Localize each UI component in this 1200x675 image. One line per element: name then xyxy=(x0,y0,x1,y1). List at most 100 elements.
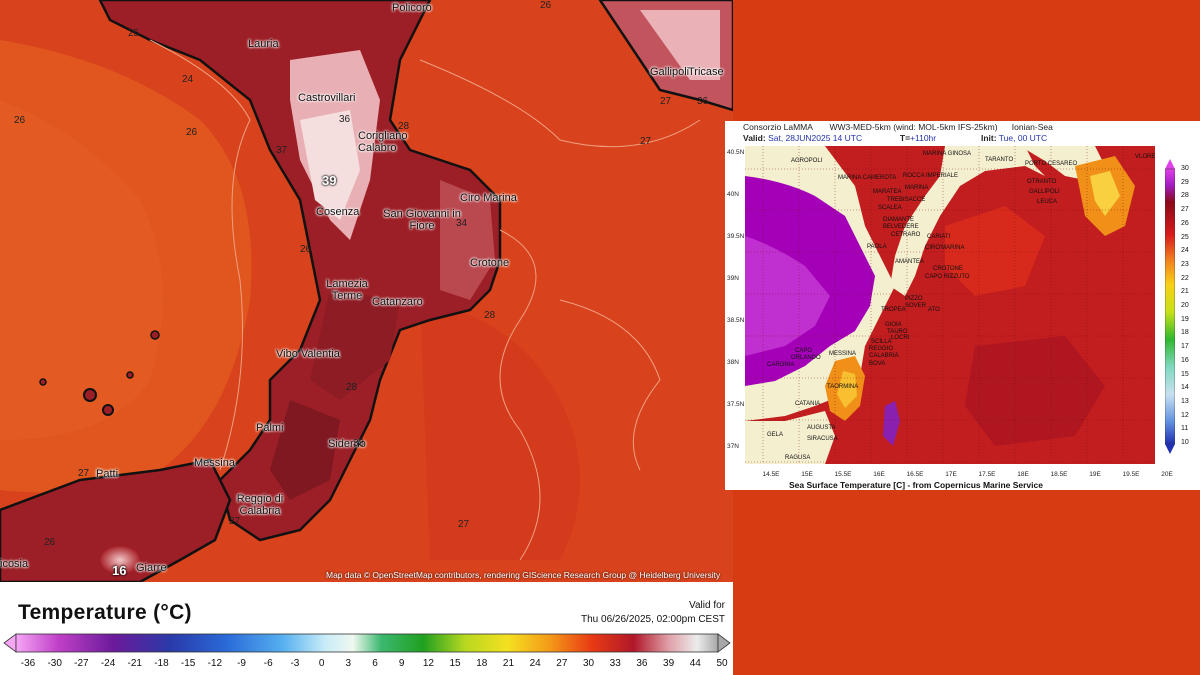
isoline-label: 34 xyxy=(456,218,468,229)
latitude-label: 39.5N xyxy=(727,233,745,240)
colorbar-tick: 39 xyxy=(663,658,675,669)
place-label: PAOLA xyxy=(867,244,887,250)
max-temp-label: 39 xyxy=(322,173,337,188)
colorbar-tick: -18 xyxy=(154,658,169,669)
place-label: CETRARO xyxy=(891,232,921,238)
sst-colorbar-label: 20 xyxy=(1181,302,1189,309)
isoline-label: 26 xyxy=(44,537,56,548)
longitude-label: 18E xyxy=(1017,471,1029,478)
city-label: Tricase xyxy=(688,66,724,78)
place-label: AGROPOLI xyxy=(791,158,823,164)
sst-colorbar-label: 11 xyxy=(1181,425,1189,433)
sst-colorbar-label: 25 xyxy=(1181,233,1189,241)
city-label: Giarre xyxy=(136,562,167,574)
longitude-label: 18.5E xyxy=(1050,471,1068,478)
legend-title: Temperature (°C) xyxy=(18,601,192,624)
colorbar-tick: -3 xyxy=(290,658,300,669)
city-label: Corigliano Calabro xyxy=(358,130,408,154)
sst-colorbar-label: 17 xyxy=(1181,343,1189,351)
city-label: San Giovanni in Fiore xyxy=(383,208,461,232)
place-label: OTRANTO xyxy=(1027,179,1057,185)
colorbar-tick: -24 xyxy=(100,658,116,669)
place-label: DIAMANTE xyxy=(883,217,915,223)
place-label: REGGIO xyxy=(869,346,894,352)
sst-colorbar-label: 16 xyxy=(1181,356,1189,364)
colorbar-tick: 9 xyxy=(398,658,405,669)
valid-value: Sat, 28JUN2025 14 UTC xyxy=(768,133,863,143)
colorbar-tick: 36 xyxy=(636,658,648,669)
valid-for-label: Valid for xyxy=(689,600,725,611)
latitude-label: 37N xyxy=(727,443,739,450)
isoline-label: 28 xyxy=(484,310,496,321)
isoline-label: 36 xyxy=(339,114,351,125)
inset-model: WW3-MED-5km (wind: MOL-5km IFS-25km) xyxy=(829,122,998,132)
colorbar-tick: 27 xyxy=(556,658,568,669)
place-label: CALABRIA xyxy=(869,353,899,359)
place-label: CARIATI xyxy=(927,234,951,240)
place-label: MARATEA xyxy=(873,189,902,195)
place-label: PORTO CESAREO xyxy=(1025,161,1078,167)
isoline-label: 27 xyxy=(229,516,241,527)
place-label: ATO xyxy=(928,307,940,313)
place-label: LOCRI xyxy=(891,335,910,341)
isoline-label: 27 xyxy=(78,468,90,479)
longitude-label: 14.5E xyxy=(762,471,780,478)
place-label: TROPEA xyxy=(881,307,906,313)
place-label: AUGUSTA xyxy=(807,425,836,431)
temperature-map[interactable]: Policoro Gallipoli Lauria Tricase Castro… xyxy=(0,0,733,582)
city-label: Ciro Marina xyxy=(460,192,517,204)
isoline-label: 38 xyxy=(353,438,365,449)
place-label: MARINA CAMEROTA xyxy=(838,175,897,181)
sst-colorbar-label: 13 xyxy=(1181,397,1189,405)
colorbar-tick: -21 xyxy=(127,658,142,669)
colorbar-tick: -27 xyxy=(74,658,89,669)
place-label: SIRACUSA xyxy=(807,436,838,442)
colorbar-tick: 21 xyxy=(502,658,515,669)
isoline-label: 27 xyxy=(458,519,470,530)
city-label: Lauria xyxy=(248,38,279,50)
isoline-label: 28 xyxy=(346,382,358,393)
place-label: LEUCA xyxy=(1037,199,1058,205)
latitude-label: 37.5N xyxy=(727,401,745,408)
colorbar-tick: 3 xyxy=(345,658,352,669)
isoline-label: 26 xyxy=(14,115,26,126)
city-label: Crotone xyxy=(470,257,510,269)
longitude-label: 16.5E xyxy=(906,471,924,478)
map-canvas xyxy=(0,0,733,582)
place-label: AMANTEA xyxy=(895,259,925,265)
longitude-label: 20E xyxy=(1161,471,1173,478)
longitude-label: 15E xyxy=(801,471,813,478)
colorbar-tick: 18 xyxy=(476,658,488,669)
city-label: Vibo Valentia xyxy=(276,348,340,360)
sst-colorbar-label: 27 xyxy=(1181,206,1189,214)
latitude-label: 40.5N xyxy=(727,149,745,156)
city-label: Reggio di Calabria xyxy=(236,493,284,517)
city-label: Gallipoli xyxy=(650,66,690,78)
place-label: TREBISACCE xyxy=(887,197,926,203)
colorbar-tick: 15 xyxy=(449,658,461,669)
city-label: Lamezia Terme xyxy=(326,278,368,302)
sst-inset[interactable]: Consorzio LaMMA WW3-MED-5km (wind: MOL-5… xyxy=(725,121,1200,490)
inset-provider: Consorzio LaMMA xyxy=(743,122,813,132)
colorbar-tick: 6 xyxy=(372,658,378,669)
longitude-label: 19.5E xyxy=(1122,471,1140,478)
sst-colorbar-label: 14 xyxy=(1181,384,1189,392)
city-label: Catanzaro xyxy=(372,296,423,308)
sst-colorbar-label: 19 xyxy=(1181,315,1189,323)
city-label: Policoro xyxy=(392,2,432,14)
city-label: icosia xyxy=(0,558,29,570)
place-label: MARINA GINOSA xyxy=(923,151,972,157)
place-label: VLORE xyxy=(1135,154,1156,160)
place-label: CROTONE xyxy=(933,266,963,272)
init-label: Init: xyxy=(981,133,997,143)
place-label: TARANTO xyxy=(985,157,1014,163)
place-label: PIZZO xyxy=(905,296,923,302)
isoline-label: 27 xyxy=(640,136,652,147)
colorbar-tick: -30 xyxy=(47,658,62,669)
colorbar-tick: 33 xyxy=(609,658,621,669)
longitude-label: 16E xyxy=(873,471,885,478)
place-label: SCILLA xyxy=(871,339,892,345)
city-label: Castrovillari xyxy=(298,92,356,104)
isoline-label: 26 xyxy=(300,244,312,255)
inset-validity: Valid: Sat, 28JUN2025 14 UTC T=+110hr In… xyxy=(743,133,1047,143)
